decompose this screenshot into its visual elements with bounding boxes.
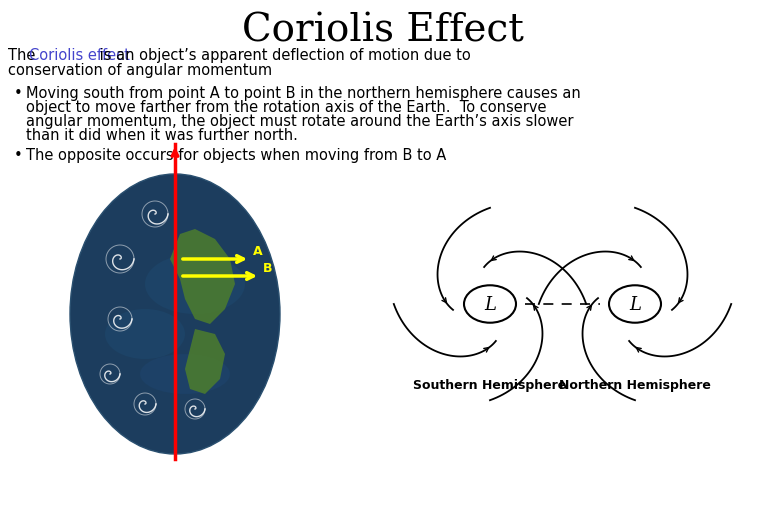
Ellipse shape: [145, 254, 245, 315]
Text: •: •: [14, 86, 23, 101]
Text: conservation of angular momentum: conservation of angular momentum: [8, 63, 272, 78]
Text: Coriolis Effect: Coriolis Effect: [242, 12, 523, 49]
Polygon shape: [185, 329, 225, 394]
Text: L: L: [484, 295, 496, 314]
Text: A: A: [253, 244, 262, 258]
Text: Southern Hemisphere: Southern Hemisphere: [413, 378, 567, 391]
Text: B: B: [263, 262, 272, 274]
Text: is an object’s apparent deflection of motion due to: is an object’s apparent deflection of mo…: [95, 48, 470, 63]
Ellipse shape: [105, 309, 185, 359]
Text: Moving south from point A to point B in the northern hemisphere causes an: Moving south from point A to point B in …: [26, 86, 581, 101]
Text: The: The: [8, 48, 40, 63]
Polygon shape: [170, 230, 235, 324]
Ellipse shape: [70, 175, 280, 454]
Ellipse shape: [464, 286, 516, 323]
Ellipse shape: [140, 354, 230, 394]
Text: L: L: [629, 295, 641, 314]
Text: object to move farther from the rotation axis of the Earth.  To conserve: object to move farther from the rotation…: [26, 100, 546, 115]
Text: than it did when it was further north.: than it did when it was further north.: [26, 128, 298, 143]
Ellipse shape: [609, 286, 661, 323]
Text: The opposite occurs for objects when moving from B to A: The opposite occurs for objects when mov…: [26, 148, 446, 163]
Text: Northern Hemisphere: Northern Hemisphere: [559, 378, 711, 391]
Text: angular momentum, the object must rotate around the Earth’s axis slower: angular momentum, the object must rotate…: [26, 114, 574, 129]
Text: •: •: [14, 148, 23, 163]
Text: Coriolis effect: Coriolis effect: [29, 48, 130, 63]
